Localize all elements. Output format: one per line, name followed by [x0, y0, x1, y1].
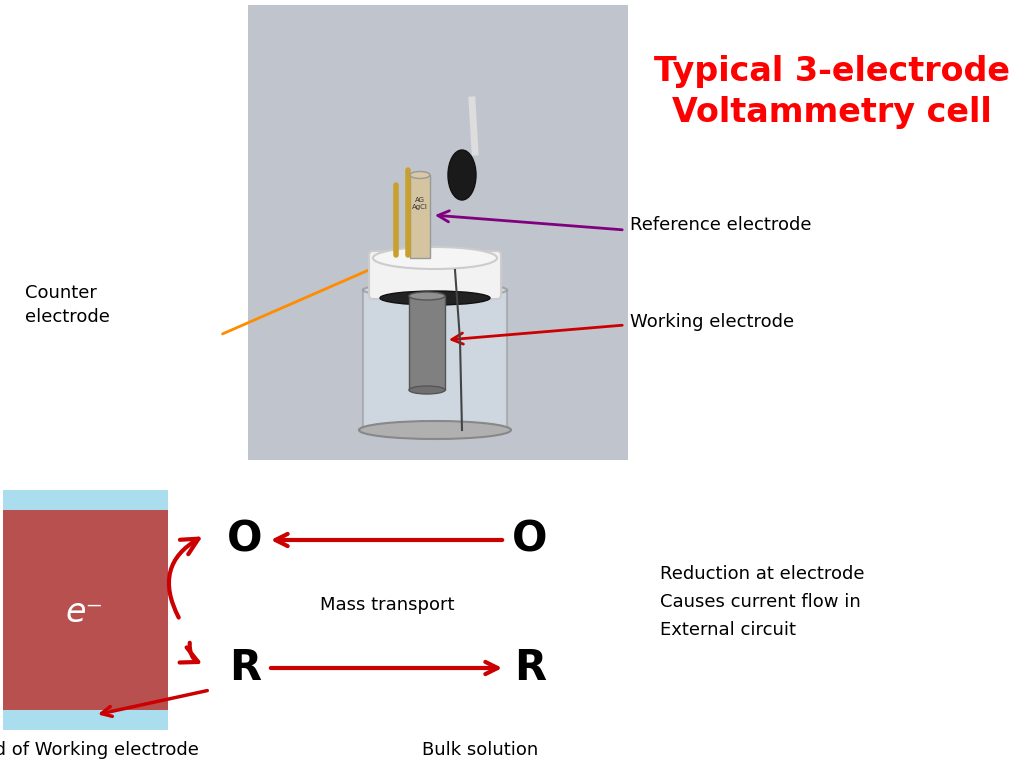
Polygon shape — [248, 5, 628, 460]
Ellipse shape — [362, 283, 507, 297]
Text: Bulk solution: Bulk solution — [422, 741, 539, 759]
Text: Working electrode: Working electrode — [630, 313, 795, 331]
Ellipse shape — [449, 150, 476, 200]
Text: R: R — [514, 647, 546, 689]
Ellipse shape — [409, 292, 445, 300]
Text: e⁻: e⁻ — [66, 595, 104, 628]
Text: Reference electrode: Reference electrode — [630, 216, 811, 234]
Ellipse shape — [373, 247, 497, 269]
Polygon shape — [362, 290, 507, 430]
FancyBboxPatch shape — [369, 251, 501, 299]
Text: AG
AgCl: AG AgCl — [412, 197, 428, 210]
FancyArrowPatch shape — [179, 643, 199, 663]
Polygon shape — [3, 510, 168, 710]
Ellipse shape — [375, 276, 495, 304]
Polygon shape — [3, 710, 168, 730]
Text: Typical 3-electrode
Voltammetry cell: Typical 3-electrode Voltammetry cell — [654, 55, 1010, 129]
Text: O: O — [227, 519, 263, 561]
Text: End of Working electrode: End of Working electrode — [0, 741, 199, 759]
Polygon shape — [409, 296, 445, 390]
Text: R: R — [229, 647, 261, 689]
Ellipse shape — [359, 421, 511, 439]
Text: Reduction at electrode
Causes current flow in
External circuit: Reduction at electrode Causes current fl… — [660, 565, 864, 639]
Ellipse shape — [380, 291, 490, 305]
FancyArrowPatch shape — [169, 538, 199, 617]
Polygon shape — [410, 175, 430, 258]
Ellipse shape — [409, 386, 445, 394]
Ellipse shape — [410, 171, 430, 178]
Text: Counter
electrode: Counter electrode — [25, 284, 110, 326]
Text: O: O — [512, 519, 548, 561]
Polygon shape — [3, 490, 168, 510]
Text: Mass transport: Mass transport — [319, 596, 455, 614]
